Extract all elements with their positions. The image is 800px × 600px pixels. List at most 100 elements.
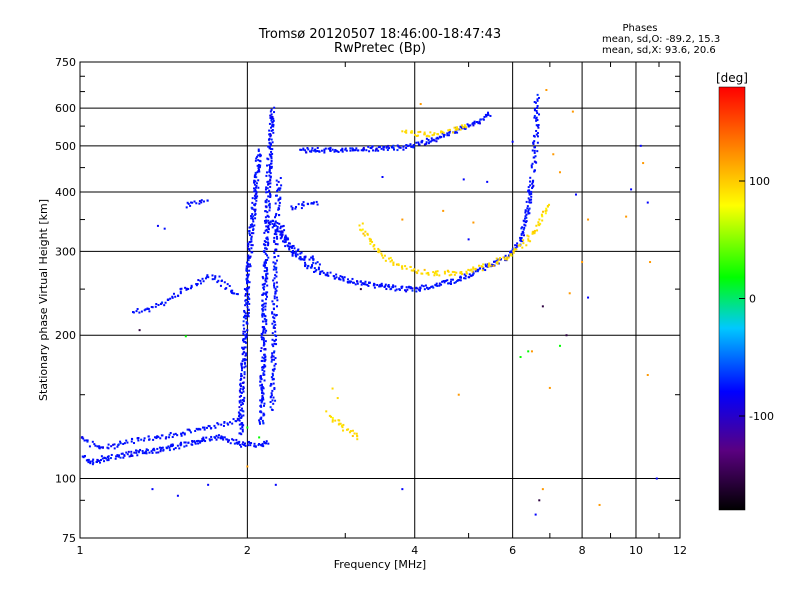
echo-point (268, 223, 271, 226)
echo-point (423, 143, 426, 146)
echo-point (270, 159, 273, 162)
echo-point (211, 278, 214, 281)
echo-point (410, 269, 413, 272)
echo-point (344, 147, 347, 150)
echo-point (522, 239, 525, 242)
echo-point (249, 241, 252, 244)
echo-point (294, 254, 297, 257)
echo-point (246, 465, 249, 468)
echo-point (261, 442, 264, 445)
echo-point (254, 210, 257, 213)
echo-point (533, 160, 536, 163)
echo-point (181, 431, 184, 434)
echo-point (266, 241, 269, 244)
echo-point (272, 117, 275, 120)
echo-point (275, 314, 278, 317)
echo-point (244, 299, 247, 302)
echo-point (145, 448, 148, 451)
echo-point (431, 139, 434, 142)
echo-point (472, 221, 475, 224)
echo-point (257, 168, 260, 171)
echo-point (180, 287, 183, 290)
echo-point (311, 257, 314, 260)
echo-point (276, 225, 279, 228)
echo-point (160, 434, 163, 437)
echo-point (493, 260, 496, 263)
echo-point (177, 294, 180, 297)
echo-point (455, 127, 458, 130)
echo-point (528, 193, 531, 196)
echo-point (467, 125, 470, 128)
echo-point (141, 452, 144, 455)
echo-point (245, 269, 248, 272)
echo-point (264, 259, 267, 262)
echo-point (269, 133, 272, 136)
echo-point (285, 237, 288, 240)
echo-point (266, 258, 269, 261)
echo-point (440, 135, 443, 138)
echo-point (271, 358, 274, 361)
echo-point (471, 270, 474, 273)
echo-point (262, 313, 265, 316)
echo-point (486, 180, 489, 183)
echo-point (245, 289, 248, 292)
echo-point (356, 434, 359, 437)
echo-point (329, 150, 332, 153)
echo-point (250, 240, 253, 243)
echo-point (275, 266, 278, 269)
echo-point (408, 285, 411, 288)
echo-point (266, 157, 269, 160)
echo-point (275, 271, 278, 274)
echo-point (409, 265, 412, 268)
echo-point (145, 452, 148, 455)
echo-point (303, 258, 306, 261)
echo-point (268, 153, 271, 156)
echo-point (353, 432, 356, 435)
echo-point (245, 335, 248, 338)
echo-point (535, 110, 538, 113)
echo-point (392, 284, 395, 287)
echo-point (405, 144, 408, 147)
echo-point (558, 344, 561, 347)
echo-point (381, 284, 384, 287)
echo-point (205, 426, 208, 429)
echo-point (329, 271, 332, 274)
echo-point (435, 273, 438, 276)
echo-point (250, 217, 253, 220)
echo-point (277, 198, 280, 201)
echo-point (281, 225, 284, 228)
echo-point (263, 219, 266, 222)
echo-point (270, 157, 273, 160)
echo-point (264, 302, 267, 305)
echo-point (334, 419, 337, 422)
echo-point (536, 229, 539, 232)
echo-point (256, 171, 259, 174)
echo-point (396, 144, 399, 147)
echo-point (275, 275, 278, 278)
echo-point (270, 108, 273, 111)
echo-point (264, 279, 267, 282)
echo-point (293, 247, 296, 250)
echo-point (421, 272, 424, 275)
echo-point (450, 278, 453, 281)
echo-point (199, 282, 202, 285)
echo-point (205, 275, 208, 278)
echo-point (359, 280, 362, 283)
echo-point (411, 130, 414, 133)
echo-point (384, 285, 387, 288)
echo-point (386, 149, 389, 152)
echo-point (231, 438, 234, 441)
echo-point (204, 440, 207, 443)
echo-point (245, 333, 248, 336)
echo-point (529, 180, 532, 183)
echo-point (270, 115, 273, 118)
echo-point (400, 287, 403, 290)
echo-point (265, 323, 268, 326)
echo-point (246, 287, 249, 290)
echo-point (255, 199, 258, 202)
echo-point (430, 137, 433, 140)
echo-point (435, 282, 438, 285)
echo-point (142, 439, 145, 442)
